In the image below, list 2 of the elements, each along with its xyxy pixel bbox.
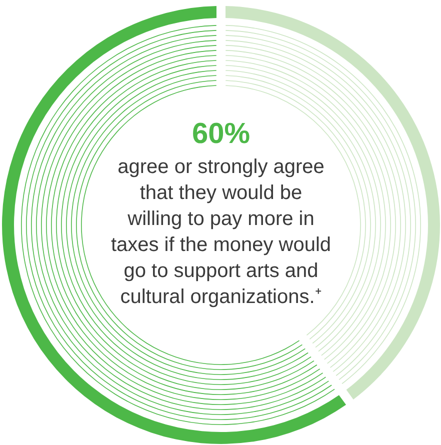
text: agree or strongly agree that they would be willing to pay more in taxes if the money would go to support arts and cultural organizations.⁺ (110, 156, 332, 308)
data-label: 60% (192, 118, 250, 150)
